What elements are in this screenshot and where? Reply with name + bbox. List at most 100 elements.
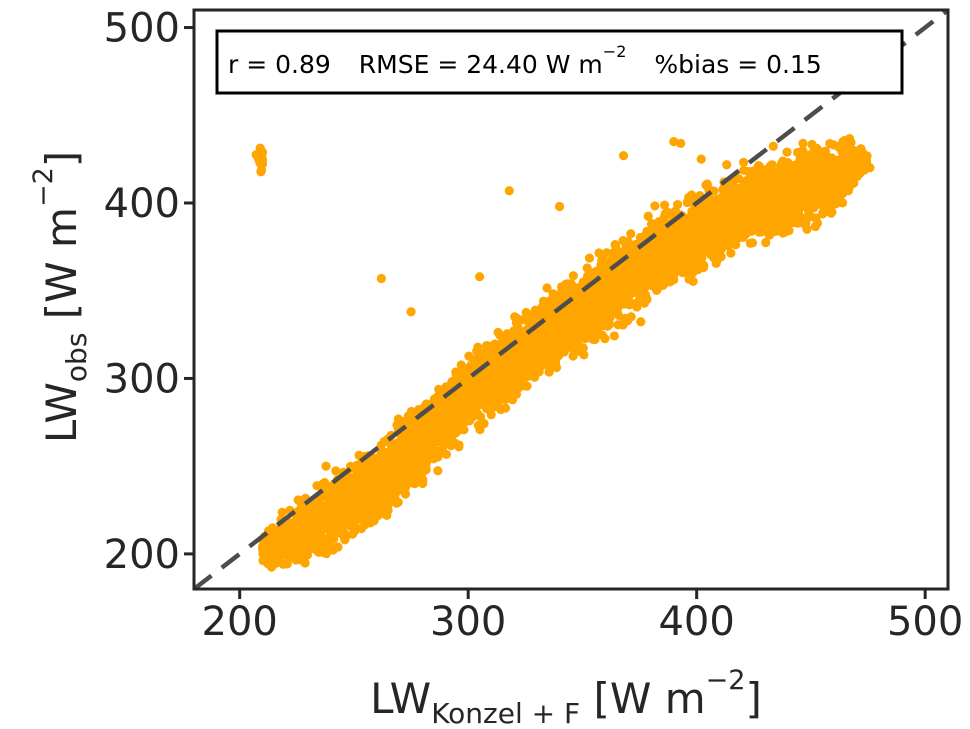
data-point <box>761 238 771 248</box>
data-point <box>775 167 785 177</box>
data-point <box>725 213 735 224</box>
data-point <box>636 317 646 327</box>
data-point <box>548 289 558 299</box>
data-point <box>703 220 713 230</box>
data-point <box>277 507 287 517</box>
data-point <box>598 294 609 304</box>
data-point <box>606 288 617 299</box>
data-point <box>639 298 650 308</box>
data-point <box>738 157 749 167</box>
data-point <box>784 173 795 183</box>
data-point <box>717 208 727 218</box>
data-point <box>502 371 513 381</box>
data-point <box>258 555 268 566</box>
data-point <box>810 221 821 232</box>
data-point <box>688 206 699 216</box>
data-point <box>582 271 593 281</box>
data-point <box>359 489 369 500</box>
data-point <box>481 353 491 363</box>
data-point <box>598 261 608 271</box>
data-point <box>509 364 519 375</box>
data-point <box>433 466 443 476</box>
data-point <box>256 167 266 177</box>
data-point <box>629 253 640 263</box>
data-point <box>650 201 660 211</box>
data-point <box>261 536 271 546</box>
data-point <box>828 140 839 150</box>
data-point <box>744 207 754 218</box>
data-point <box>582 263 592 273</box>
data-point <box>493 327 503 338</box>
data-point <box>450 438 460 448</box>
data-point <box>798 138 808 148</box>
data-point <box>722 160 732 170</box>
data-point <box>609 331 619 341</box>
data-point <box>647 219 657 229</box>
data-point <box>537 302 547 312</box>
data-point <box>321 461 331 471</box>
data-point <box>594 248 604 258</box>
data-point <box>255 143 265 153</box>
data-point <box>757 215 767 225</box>
data-point <box>312 532 322 543</box>
data-point <box>477 373 487 383</box>
data-point <box>369 469 380 479</box>
data-point <box>620 283 630 293</box>
data-point <box>381 455 391 465</box>
data-point <box>626 229 636 239</box>
data-point <box>693 243 703 254</box>
data-point <box>441 449 451 460</box>
data-point <box>569 344 579 354</box>
data-point <box>767 160 777 170</box>
data-point <box>730 185 740 195</box>
data-point <box>775 201 785 212</box>
data-point <box>599 321 609 331</box>
data-point <box>459 425 469 435</box>
data-point <box>393 414 403 424</box>
data-point <box>544 367 554 377</box>
data-point <box>642 226 652 237</box>
data-point <box>266 562 277 572</box>
data-point <box>537 360 547 371</box>
data-point <box>669 275 679 285</box>
data-point <box>484 370 495 381</box>
data-point <box>370 499 380 509</box>
data-point <box>618 269 628 280</box>
data-point <box>262 548 272 558</box>
data-point <box>522 381 532 391</box>
data-point <box>818 209 828 219</box>
data-point <box>843 140 853 151</box>
data-point <box>570 290 580 300</box>
data-point <box>688 276 698 286</box>
data-point <box>410 479 420 489</box>
data-point <box>483 401 493 412</box>
data-point <box>421 465 431 475</box>
data-point <box>257 155 268 165</box>
data-point <box>370 462 380 472</box>
data-point <box>768 141 778 151</box>
data-point <box>798 146 808 156</box>
data-point <box>769 218 779 228</box>
data-point <box>797 167 807 177</box>
data-point <box>303 534 314 545</box>
data-point <box>406 406 416 417</box>
data-point <box>547 345 557 355</box>
data-point <box>415 425 425 435</box>
data-point <box>684 193 694 203</box>
data-point <box>293 495 303 505</box>
data-point <box>787 205 797 215</box>
data-point <box>349 512 359 522</box>
data-point <box>731 240 741 250</box>
data-point <box>523 354 533 364</box>
data-point <box>782 147 792 157</box>
data-point <box>611 241 621 251</box>
data-point <box>768 227 778 237</box>
data-point <box>709 253 719 263</box>
data-point <box>582 311 592 321</box>
data-point <box>527 369 537 379</box>
data-point <box>632 265 642 275</box>
data-point <box>551 362 562 373</box>
data-point <box>360 520 370 530</box>
data-point <box>823 191 833 201</box>
